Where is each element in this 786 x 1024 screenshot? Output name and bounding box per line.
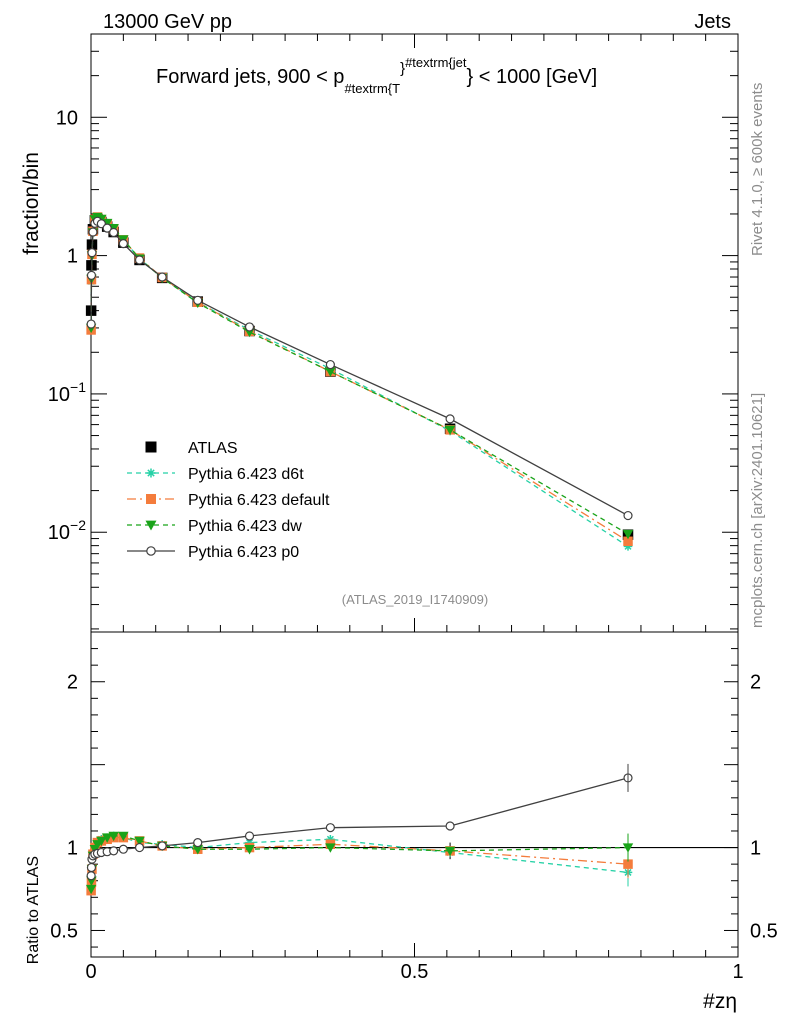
legend-label-pythia-6-423-p0: Pythia 6.423 p0 <box>188 544 299 561</box>
ratio-line-pythia-6-423-p0 <box>90 777 629 876</box>
legend-marker-atlas <box>145 441 157 453</box>
ratio-point-pythia-6-423-dw <box>134 836 145 847</box>
ratio-point-pythia-6-423-p0 <box>244 831 255 841</box>
ratio-point-pythia-6-423-dw <box>96 836 107 847</box>
y-tick-label: 10−2 <box>48 517 86 544</box>
data-point-pythia-6-423-default <box>623 536 633 547</box>
legend-label-pythia-6-423-dw: Pythia 6.423 dw <box>188 518 302 535</box>
ratio-point-pythia-6-423-d6t <box>245 838 254 847</box>
legend-label-pythia-6-423-d6t: Pythia 6.423 d6t <box>188 466 304 483</box>
data-point-pythia-6-423-dw <box>325 367 336 377</box>
ratio-point-pythia-6-423-p0 <box>193 837 203 848</box>
series-line-pythia-6-423-p0 <box>90 220 629 517</box>
title-pre: Forward jets, 900 < p <box>156 66 344 88</box>
ratio-point-pythia-6-423-p0 <box>86 871 96 881</box>
y-tick-base: 10 <box>48 384 70 406</box>
ratio-point-pythia-6-423-p0 <box>445 821 455 831</box>
main-title: Forward jets, 900 < p#textrm{T}#textrm{j… <box>156 55 597 96</box>
series-line-pythia-6-423-d6t <box>90 216 629 547</box>
ratio-point-pythia-6-423-dw <box>101 833 113 843</box>
ratio-point-pythia-6-423-p0 <box>325 823 335 833</box>
legend-label-atlas: ATLAS <box>188 440 238 457</box>
y-tick-exponent: −2 <box>70 517 86 533</box>
y-tick-label: 10 <box>56 107 78 129</box>
data-point-pythia-6-423-p0 <box>86 270 97 280</box>
title-post: } < 1000 [GeV] <box>467 66 598 88</box>
ratio-point-pythia-6-423-dw <box>325 843 336 853</box>
x-tick-label: 1 <box>732 961 743 983</box>
y-tick-label: 10−1 <box>48 379 86 406</box>
data-point-pythia-6-423-p0 <box>157 272 167 282</box>
data-point-pythia-6-423-p0 <box>134 255 145 265</box>
main-plot-frame <box>90 33 739 633</box>
x-tick-label: 0 <box>85 961 96 983</box>
title-sup: #textrm{jet <box>405 55 467 70</box>
ratio-line-pythia-6-423-d6t <box>90 835 629 891</box>
ratio-ylabel: Ratio to ATLAS <box>25 856 42 964</box>
ratio-y-tick-label-left: 0.5 <box>50 920 78 942</box>
data-point-pythia-6-423-dw <box>444 425 456 436</box>
y-tick-exponent: −1 <box>70 379 86 395</box>
data-point-pythia-6-423-p0 <box>87 248 97 258</box>
ratio-y-tick-label-right: 1 <box>750 838 761 860</box>
main-ylabel: fraction/bin <box>20 152 43 255</box>
ratio-point-pythia-6-423-dw <box>244 845 255 855</box>
ratio-y-tick-label-right: 0.5 <box>750 920 778 942</box>
x-tick-label: 0.5 <box>401 961 429 983</box>
title-brace: } <box>400 60 405 77</box>
title-sub: #textrm{T <box>344 81 400 96</box>
ratio-axes: 2 2 1 1 0.5 0.5 0 0.5 1 <box>50 648 778 983</box>
legend-marker-pythia-6-423-d6t <box>146 468 156 478</box>
legend-marker-pythia-6-423-default <box>146 494 156 504</box>
ratio-point-pythia-6-423-dw <box>118 831 129 842</box>
mcplots-label: mcplots.cern.ch [arXiv:2401.10621] <box>749 393 766 628</box>
data-point-pythia-6-423-p0 <box>86 319 96 329</box>
legend-label-pythia-6-423-default: Pythia 6.423 default <box>188 492 330 509</box>
data-point-pythia-6-423-p0 <box>445 414 455 424</box>
ratio-point-pythia-6-423-dw <box>108 831 119 842</box>
ratio-point-pythia-6-423-p0 <box>118 844 128 854</box>
legend-marker-pythia-6-423-p0 <box>146 546 156 556</box>
ratio-point-pythia-6-423-dw <box>192 845 203 855</box>
ratio-point-pythia-6-423-p0 <box>86 862 97 873</box>
ratio-point-pythia-6-423-dw <box>444 846 456 857</box>
ratio-y-tick-label-left: 2 <box>67 672 78 694</box>
ratio-point-pythia-6-423-p0 <box>109 846 119 856</box>
x-axis-label: #zη <box>703 990 737 1013</box>
data-point-pythia-6-423-p0 <box>193 295 203 305</box>
data-point-pythia-6-423-p0 <box>623 510 633 521</box>
process-label: Jets <box>694 11 731 33</box>
beam-label: 13000 GeV pp <box>103 11 232 33</box>
ratio-plot-frame <box>90 631 739 958</box>
ratio-point-pythia-6-423-dw <box>85 884 97 895</box>
data-point-pythia-6-423-p0 <box>325 359 335 370</box>
ratio-y-tick-label-left: 1 <box>67 838 78 860</box>
analysis-id: (ATLAS_2019_I1740909) <box>342 592 488 607</box>
rivet-label: Rivet 4.1.0, ≥ 600k events <box>749 83 766 256</box>
ratio-point-pythia-6-423-p0 <box>157 841 167 851</box>
data-point-pythia-6-423-p0 <box>88 227 98 237</box>
y-tick-label: 1 <box>67 246 78 268</box>
main-series-layer <box>85 212 634 551</box>
ratio-y-tick-label-right: 2 <box>750 672 761 694</box>
data-point-pythia-6-423-p0 <box>244 322 255 332</box>
series-line-pythia-6-423-default <box>90 216 629 542</box>
data-point-pythia-6-423-dw <box>622 529 634 540</box>
data-point-pythia-6-423-p0 <box>118 239 128 249</box>
legend-marker-pythia-6-423-dw <box>145 520 157 531</box>
ratio-series-layer <box>85 763 634 896</box>
data-point-pythia-6-423-d6t <box>623 542 633 551</box>
ratio-line-pythia-6-423-default <box>90 836 629 891</box>
data-point-pythia-6-423-p0 <box>102 223 112 233</box>
ratio-point-pythia-6-423-d6t <box>326 834 335 844</box>
y-tick-base: 10 <box>48 522 70 544</box>
ratio-line-pythia-6-423-dw <box>90 835 629 890</box>
legend: ATLAS Pythia 6.423 d6t Pythia 6.423 defaul… <box>127 440 330 561</box>
data-point-pythia-6-423-p0 <box>109 227 119 238</box>
ratio-point-pythia-6-423-p0 <box>134 842 145 853</box>
series-line-pythia-6-423-dw <box>90 216 629 535</box>
